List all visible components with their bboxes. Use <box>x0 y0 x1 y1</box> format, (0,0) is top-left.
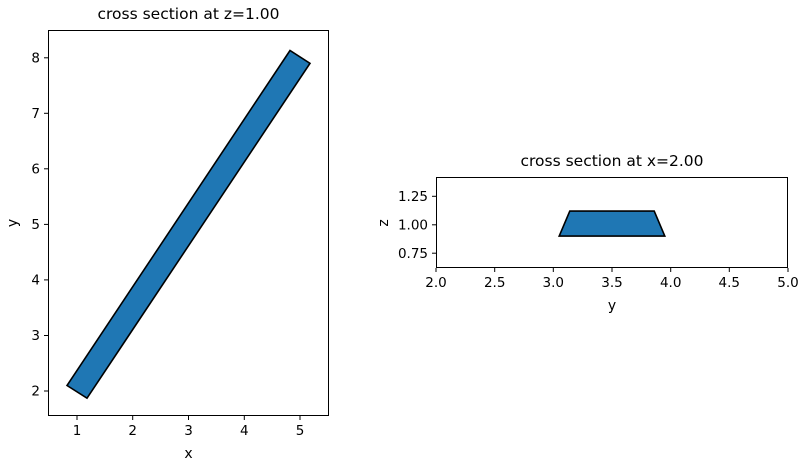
chart-title: cross section at x=2.00 <box>520 152 704 170</box>
x-tick-label: 3 <box>184 423 193 439</box>
axes-border <box>436 177 788 268</box>
axes-border <box>48 30 329 416</box>
y-tick-label: 1.25 <box>398 189 428 205</box>
x-tick-label: 1 <box>73 423 82 439</box>
x-tick-label: 2.5 <box>484 275 505 291</box>
cross-section-polygon <box>65 49 312 400</box>
x-axis-label: y <box>607 298 617 314</box>
x-tick-label: 2 <box>128 423 137 439</box>
cross-section-polygon <box>557 210 667 237</box>
x-tick-label: 5 <box>296 423 305 439</box>
y-tick-label: 1.00 <box>398 218 428 234</box>
x-tick-label: 4.0 <box>660 275 681 291</box>
y-tick-label: 0.75 <box>398 246 428 262</box>
y-tick-label: 5 <box>31 217 40 233</box>
plot-area: 1 2 3 4 5 2 3 4 5 6 7 8 <box>31 30 329 439</box>
x-tick-label: 2.0 <box>425 275 446 291</box>
x-tick-label: 3.5 <box>601 275 622 291</box>
plot-area: 2.0 2.5 3.0 3.5 4.0 4.5 5.0 0.75 1.00 1.25 <box>398 177 799 291</box>
y-axis-label: z <box>376 218 392 227</box>
x-tick-label: 4 <box>240 423 249 439</box>
y-tick-label: 4 <box>31 273 40 289</box>
y-tick-label: 3 <box>31 328 40 344</box>
y-axis-label: y <box>5 218 21 228</box>
y-tick-label: 2 <box>31 384 40 400</box>
y-tick-label: 7 <box>31 106 40 122</box>
x-tick-label: 4.5 <box>719 275 740 291</box>
x-tick-label: 5.0 <box>777 275 798 291</box>
subplot-cross-section-z: cross section at z=1.00 1 2 3 4 5 2 3 4 5 6 7 8 x y <box>5 5 329 462</box>
y-tick-label: 8 <box>31 51 40 67</box>
x-tick-label: 3.0 <box>543 275 564 291</box>
chart-title: cross section at z=1.00 <box>97 5 280 23</box>
subplot-cross-section-x: cross section at x=2.00 2.0 2.5 3.0 3.5 4.0 4… <box>376 152 799 314</box>
x-axis-label: x <box>184 446 193 462</box>
y-tick-label: 6 <box>31 162 40 178</box>
